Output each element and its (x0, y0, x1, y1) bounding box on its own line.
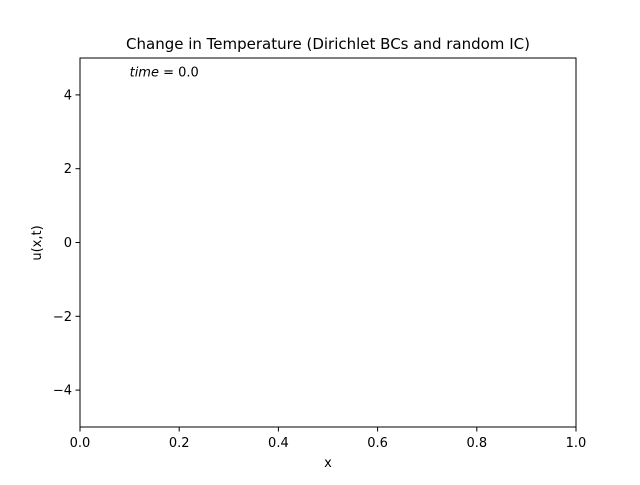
y-tick-label: 0 (64, 236, 72, 251)
y-axis-label: u(x,t) (30, 225, 45, 260)
time-annotation-italic: time (130, 65, 159, 80)
x-axis-label: x (324, 456, 332, 471)
y-tick-label: 2 (64, 162, 72, 177)
x-axis-ticks: 0.0 0.2 0.4 0.6 0.8 1.0 (70, 427, 587, 451)
y-tick-label: 4 (64, 88, 72, 103)
y-axis-ticks: −4 −2 0 2 4 (53, 88, 80, 399)
x-tick-label: 0.2 (169, 436, 190, 451)
plot-area (80, 58, 576, 427)
y-tick-label: −2 (53, 310, 72, 325)
y-tick-label: −4 (53, 384, 72, 399)
chart-title: Change in Temperature (Dirichlet BCs and… (126, 35, 530, 53)
time-annotation-value: = 0.0 (159, 65, 199, 80)
time-annotation: time = 0.0 (130, 65, 199, 80)
plot-frame (79, 57, 577, 428)
x-tick-label: 0.6 (367, 436, 388, 451)
x-tick-label: 0.8 (466, 436, 487, 451)
x-tick-label: 0.4 (268, 436, 289, 451)
x-tick-label: 1.0 (566, 436, 587, 451)
x-tick-label: 0.0 (70, 436, 91, 451)
